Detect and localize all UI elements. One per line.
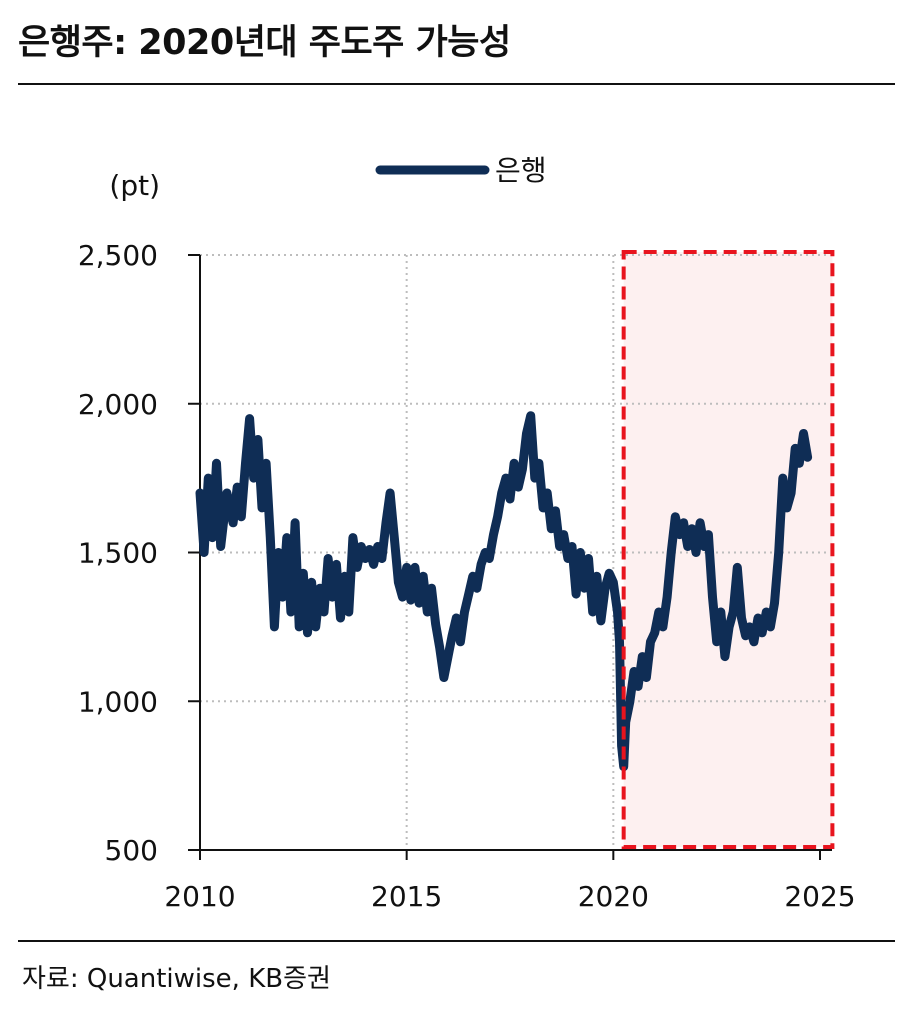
page-title: 은행주: 2020년대 주도주 가능성 (18, 23, 511, 63)
bank-index-chart: 은행 500 1,000 1,500 2,000 2,500 2010 2015 2020 20… (78, 154, 856, 913)
title-divider (18, 83, 895, 85)
x-tick-label: 2025 (784, 880, 855, 913)
x-tick-label: 2010 (164, 880, 235, 913)
footer-divider (18, 940, 895, 942)
label-layer: 500 1,000 1,500 2,000 2,500 2010 2015 2020 2025 (… (78, 169, 856, 913)
x-tick-label: 2015 (371, 880, 442, 913)
y-tick-label: 1,500 (78, 537, 158, 570)
source-note: 자료: Quantiwise, KB증권 (22, 964, 331, 994)
series-layer (195, 411, 813, 772)
x-tick-label: 2020 (578, 880, 649, 913)
y-axis-unit-label: (pt) (109, 169, 160, 202)
legend-layer: 은행 (375, 154, 547, 187)
y-tick-label: 2,500 (78, 239, 158, 272)
highlight-border-layer (621, 250, 835, 849)
highlight-region-border (621, 250, 835, 849)
highlight-region-fill (623, 252, 833, 847)
legend-label: 은행 (495, 154, 547, 187)
y-tick-label: 1,000 (78, 685, 158, 718)
series-line-은행 (195, 411, 813, 772)
highlight-layer (623, 252, 833, 847)
y-tick-label: 2,000 (78, 388, 158, 421)
y-tick-label: 500 (105, 834, 158, 867)
